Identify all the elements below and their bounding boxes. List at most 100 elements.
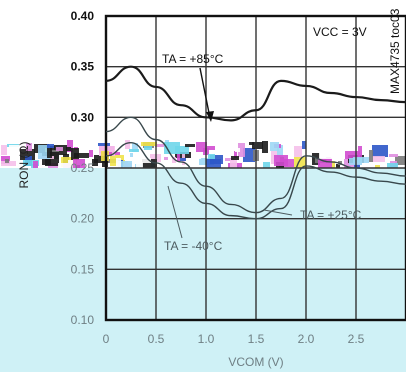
noise-block <box>136 162 143 168</box>
x-tick-label: 1.0 <box>198 332 215 346</box>
ta-85-label: TA = +85°C <box>162 52 224 66</box>
series-line-2 <box>105 116 406 214</box>
noise-block <box>185 144 195 147</box>
noise-block <box>1 161 16 166</box>
noise-block <box>130 153 133 157</box>
plot-border <box>104 14 406 322</box>
noise-block <box>395 156 406 165</box>
noise-block <box>319 150 333 159</box>
series-line-1 <box>105 65 406 122</box>
noise-block <box>389 154 398 157</box>
noise-block <box>231 156 239 160</box>
series-layer <box>105 65 406 220</box>
ta-85-arrowhead <box>206 111 214 122</box>
noise-block <box>252 142 263 149</box>
x-tick-label: 2.0 <box>298 332 315 346</box>
noise-block <box>129 149 139 152</box>
x-tick-label: 1.5 <box>248 332 265 346</box>
noise-block <box>73 159 85 168</box>
noise-block <box>270 142 279 151</box>
ta-40-label: TA = -40°C <box>164 239 223 253</box>
noise-block <box>225 158 234 161</box>
noise-block <box>125 140 130 149</box>
noise-block <box>345 151 360 159</box>
noise-block <box>47 144 54 148</box>
noise-block <box>243 148 255 162</box>
noise-block <box>141 142 157 146</box>
noise-block <box>118 161 132 168</box>
noise-block <box>262 141 268 153</box>
noise-block <box>294 157 306 168</box>
noise-block <box>26 143 32 151</box>
noise-block <box>23 160 39 166</box>
y-tick-label: 0.20 <box>71 212 95 226</box>
noise-block <box>234 151 237 158</box>
noise-block <box>175 146 189 154</box>
noise-block <box>340 140 344 151</box>
noise-block <box>33 161 38 168</box>
ta-25-pointer <box>263 209 293 216</box>
chart-code-label: MAX4735 toc03 <box>388 8 402 94</box>
noise-block <box>1 145 7 155</box>
ta-25-label: TA = +25°C <box>300 208 362 222</box>
noise-block <box>318 158 332 168</box>
noise-block <box>5 159 9 163</box>
noise-block <box>375 165 380 168</box>
y-tick-labels: 0.40 0.35 0.30 0.25 0.20 0.15 0.10 <box>71 9 95 327</box>
noise-block <box>98 143 110 146</box>
noise-block <box>238 143 245 157</box>
noise-block <box>332 161 335 168</box>
x-tick-label: 2.5 <box>348 332 365 346</box>
noise-block <box>230 159 237 168</box>
noise-block <box>208 154 215 159</box>
noise-block <box>369 150 373 162</box>
noise-block <box>164 157 168 160</box>
plot-frame <box>104 14 406 322</box>
noise-block <box>74 153 89 158</box>
noise-block <box>180 158 186 161</box>
noise-block <box>277 145 283 157</box>
x-tick-label: 0.5 <box>148 332 165 346</box>
noise-block <box>9 145 25 148</box>
noise-block <box>89 150 93 157</box>
noise-block <box>294 146 302 157</box>
y-axis-label: RON (Ω) <box>17 142 31 189</box>
noise-block <box>111 152 120 155</box>
noise-block <box>47 148 52 158</box>
y-tick-label: 0.15 <box>71 262 95 276</box>
vcc-label: VCC = 3V <box>313 25 367 39</box>
noise-block <box>68 160 76 168</box>
noise-block <box>20 149 35 160</box>
noise-block <box>302 141 306 149</box>
noise-block <box>56 147 63 151</box>
noise-block <box>177 154 180 162</box>
y-tick-label: 0.10 <box>71 313 95 327</box>
ta-85-pointer <box>199 67 211 119</box>
noise-block <box>263 162 270 168</box>
noise-block <box>66 147 71 151</box>
noise-block <box>372 156 385 162</box>
noise-block <box>249 142 254 145</box>
noise-block <box>67 140 73 152</box>
noise-block <box>92 159 98 166</box>
y-tick-label: 0.40 <box>71 9 95 23</box>
annotation-layer: VCOM (V) RON (Ω) VCC = 3V MAX4735 toc03 TA =… <box>17 8 402 369</box>
noise-block <box>235 148 240 152</box>
noise-block <box>354 164 360 168</box>
noise-block <box>142 159 157 168</box>
x-tick-labels: 0 0.5 1.0 1.5 2.0 2.5 <box>103 332 365 346</box>
noise-block <box>172 157 176 163</box>
noise-block <box>207 146 215 150</box>
noise-block <box>198 153 201 159</box>
noise-block <box>116 158 121 168</box>
noise-block <box>358 146 362 158</box>
noise-block <box>206 159 221 168</box>
noise-block <box>274 155 288 166</box>
noise-block <box>58 163 68 168</box>
ta-40-pointer <box>167 185 183 239</box>
noise-block <box>196 142 207 152</box>
x-axis-label: VCOM (V) <box>228 355 283 369</box>
y-tick-label: 0.25 <box>71 161 95 175</box>
